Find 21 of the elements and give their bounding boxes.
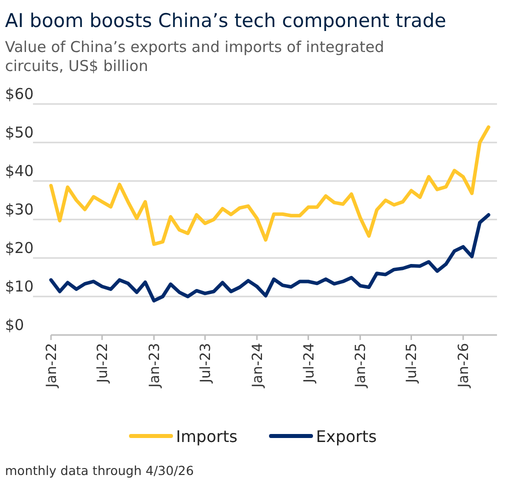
x-tick-label: Jan-25 bbox=[353, 343, 370, 388]
x-tick-label: Jul-23 bbox=[198, 343, 214, 384]
legend-label: Imports bbox=[176, 427, 238, 446]
x-tick-label: Jul-22 bbox=[95, 343, 112, 384]
chart-subtitle: Value of China’s exports and imports of integrated circuits, US$ billion bbox=[5, 38, 384, 75]
y-tick-label: $40 bbox=[5, 162, 34, 180]
chart-title: AI boom boosts China’s tech component trade bbox=[5, 10, 446, 32]
x-tick-label: Jul-24 bbox=[301, 342, 318, 384]
legend-label: Exports bbox=[316, 427, 377, 446]
y-tick-label: $20 bbox=[5, 239, 34, 257]
y-tick-label: $50 bbox=[5, 124, 34, 142]
x-tick-label: Jul-25 bbox=[404, 343, 420, 384]
y-tick-label: $10 bbox=[5, 278, 34, 296]
x-tick-label: Jan-23 bbox=[146, 343, 163, 388]
x-tick-label: Jan-24 bbox=[250, 342, 266, 388]
x-tick-label: Jan-22 bbox=[44, 343, 60, 388]
y-tick-label: $30 bbox=[5, 200, 34, 218]
y-tick-label: $60 bbox=[5, 85, 34, 103]
x-tick-label: Jan-26 bbox=[456, 342, 472, 388]
y-tick-label: $0 bbox=[5, 316, 24, 334]
text: monthly data through 4/30/26 bbox=[5, 463, 194, 478]
